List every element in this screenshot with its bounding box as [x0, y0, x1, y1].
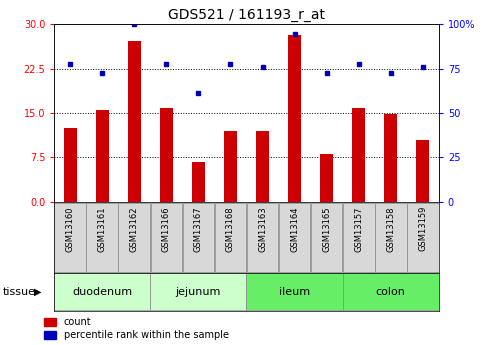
Bar: [288, 35, 301, 202]
Text: GSM13161: GSM13161: [98, 206, 107, 252]
Bar: [160, 108, 173, 202]
Bar: [279, 203, 311, 272]
Bar: [96, 110, 108, 202]
Text: GSM13168: GSM13168: [226, 206, 235, 252]
Text: GSM13162: GSM13162: [130, 206, 139, 252]
Bar: [54, 273, 150, 310]
Text: GSM13158: GSM13158: [386, 206, 395, 252]
Text: GSM13159: GSM13159: [418, 206, 427, 252]
Bar: [64, 128, 76, 202]
Bar: [150, 203, 182, 272]
Bar: [214, 203, 246, 272]
Text: colon: colon: [376, 287, 406, 296]
Text: GSM13160: GSM13160: [66, 206, 75, 252]
Text: GSM13163: GSM13163: [258, 206, 267, 252]
Legend: count, percentile rank within the sample: count, percentile rank within the sample: [44, 317, 229, 340]
Text: jejunum: jejunum: [176, 287, 221, 296]
Text: GSM13165: GSM13165: [322, 206, 331, 252]
Bar: [256, 131, 269, 202]
Bar: [375, 203, 407, 272]
Title: GDS521 / 161193_r_at: GDS521 / 161193_r_at: [168, 8, 325, 22]
Text: GSM13164: GSM13164: [290, 206, 299, 252]
Bar: [311, 203, 343, 272]
Bar: [118, 203, 150, 272]
Bar: [224, 131, 237, 202]
Text: GSM13157: GSM13157: [354, 206, 363, 252]
Text: GSM13166: GSM13166: [162, 206, 171, 252]
Bar: [192, 161, 205, 202]
Bar: [384, 114, 397, 202]
Bar: [246, 203, 279, 272]
Bar: [416, 140, 429, 202]
Bar: [246, 273, 343, 310]
Bar: [320, 155, 333, 202]
Text: ileum: ileum: [279, 287, 310, 296]
Bar: [352, 108, 365, 202]
Bar: [407, 203, 439, 272]
Bar: [343, 273, 439, 310]
Text: GSM13167: GSM13167: [194, 206, 203, 252]
Bar: [182, 203, 214, 272]
Bar: [150, 273, 246, 310]
Bar: [54, 203, 86, 272]
Text: ▶: ▶: [34, 287, 41, 296]
Bar: [128, 41, 141, 202]
Bar: [343, 203, 375, 272]
Text: tissue: tissue: [2, 287, 35, 296]
Text: duodenum: duodenum: [72, 287, 132, 296]
Bar: [86, 203, 118, 272]
